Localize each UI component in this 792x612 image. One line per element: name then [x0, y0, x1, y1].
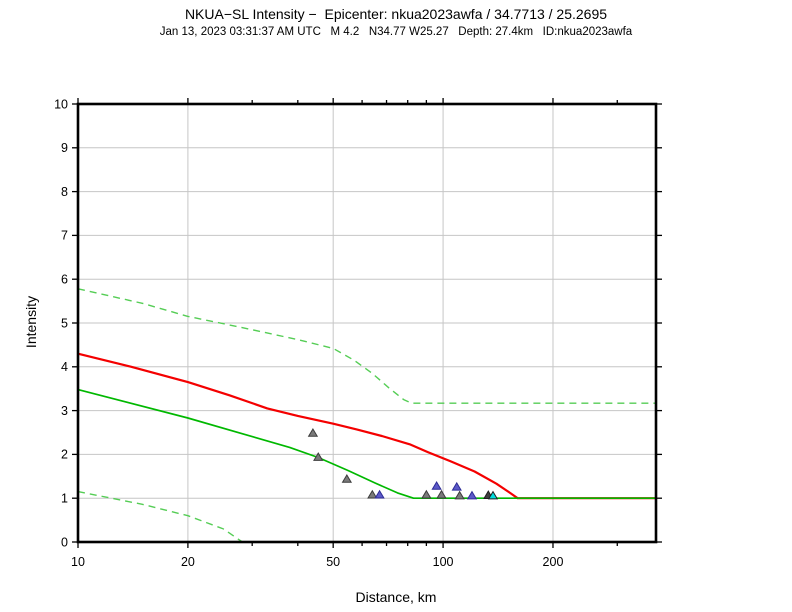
series-lower-bound-dashed — [77, 490, 243, 543]
chart-title: NKUA−SL Intensity − Epicenter: nkua2023a… — [184, 6, 608, 22]
axis-ticks-group — [72, 98, 662, 548]
x-tick-label-10: 10 — [71, 555, 85, 569]
y-tick-label-3: 3 — [61, 404, 68, 418]
data-point-triangle-3 — [367, 489, 378, 499]
x-tick-label-200: 200 — [543, 555, 564, 569]
chart-subtitle: Jan 13, 2023 03:31:37 AM UTC M 4.2 N34.7… — [159, 26, 633, 38]
x-tick-label-50: 50 — [326, 555, 340, 569]
y-tick-label-5: 5 — [61, 316, 68, 330]
series-red-intensity-curve — [77, 352, 656, 500]
data-point-markers-group — [307, 427, 499, 500]
series-lines-group — [77, 288, 656, 543]
series-green-intensity-curve — [77, 388, 656, 500]
data-point-triangle-8 — [451, 481, 462, 491]
y-tick-label-9: 9 — [61, 141, 68, 155]
data-point-triangle-1 — [313, 452, 324, 461]
data-point-triangle-4 — [374, 489, 385, 499]
data-point-triangle-9 — [454, 490, 465, 500]
data-point-triangle-6 — [431, 480, 442, 490]
gridlines-group — [78, 104, 656, 542]
x-tick-label-20: 20 — [181, 555, 195, 569]
data-point-triangle-0 — [307, 427, 319, 437]
data-point-triangle-2 — [341, 473, 353, 483]
series-upper-bound-dashed — [77, 288, 656, 404]
data-point-triangle-7 — [436, 489, 447, 499]
x-tick-label-100: 100 — [433, 555, 454, 569]
y-axis-label: Intensity — [23, 295, 39, 349]
y-tick-label-6: 6 — [61, 273, 68, 287]
data-point-triangle-12 — [487, 490, 499, 500]
data-point-triangle-5 — [421, 489, 432, 499]
y-tick-label-4: 4 — [61, 360, 68, 374]
y-tick-label-2: 2 — [61, 448, 68, 462]
y-tick-label-8: 8 — [61, 185, 68, 199]
x-axis-label: Distance, km — [355, 589, 437, 605]
y-tick-label-1: 1 — [61, 492, 68, 506]
y-tick-label-0: 0 — [61, 535, 68, 549]
y-tick-label-7: 7 — [61, 229, 68, 243]
data-point-triangle-10 — [466, 490, 478, 500]
y-tick-label-10: 10 — [54, 97, 68, 111]
axis-tick-labels-group: 10 20 50 100 200 0 1 2 3 4 5 6 7 8 9 10 — [54, 97, 563, 569]
